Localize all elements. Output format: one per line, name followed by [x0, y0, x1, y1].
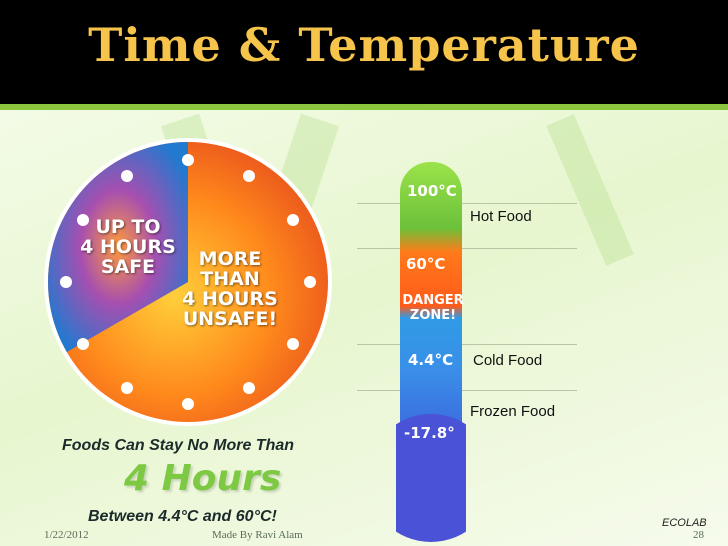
frozen-food-label: Frozen Food [470, 403, 556, 420]
title-bar [0, 0, 728, 106]
divider-line [357, 248, 577, 249]
slide-date: 1/22/2012 [44, 529, 89, 541]
danger-zone-line-1: DANGER [402, 293, 464, 308]
bottom-temp-mark: -17.8° [404, 424, 455, 442]
clock-hour-dots [60, 154, 316, 410]
hot-food-label: Hot Food [470, 208, 532, 225]
slide-title: Time & Temperature [88, 18, 640, 72]
message-line-1: Foods Can Stay No More Than [62, 437, 295, 454]
unsafe-label: MORE THAN 4 HOURS UNSAFE! [170, 248, 290, 330]
safe-label-line-1: UP TO [95, 216, 161, 238]
message-highlight: 4 Hours [124, 458, 282, 499]
danger-zone-line-2: ZONE! [409, 307, 457, 323]
page-number: 28 [693, 529, 704, 541]
unsafe-label-line-1: MORE [198, 248, 262, 270]
danger-upper-mark: 60°C [406, 255, 446, 273]
divider-line [357, 390, 577, 391]
slide-author: Made By Ravi Alam [212, 529, 303, 541]
message-line-2: Between 4.4°C and 60°C! [88, 508, 277, 525]
thermometer-bulb [396, 414, 466, 542]
danger-lower-mark: 4.4°C [408, 351, 454, 369]
danger-zone-label: DANGER ZONE! [401, 293, 465, 324]
safe-label-line-3: SAFE [100, 255, 156, 278]
unsafe-label-line-4: UNSAFE! [182, 307, 278, 330]
cold-food-label: Cold Food [473, 352, 543, 369]
safe-label-line-2: 4 HOURS [80, 235, 176, 258]
title-accent-line [0, 104, 728, 110]
thermometer-tube [400, 162, 462, 462]
clock-graphic [44, 138, 332, 426]
clock-safe-region [48, 142, 188, 352]
divider-line [357, 344, 577, 345]
unsafe-label-line-3: 4 HOURS [182, 287, 278, 310]
top-temp-mark: 100°C [407, 182, 457, 200]
unsafe-label-line-2: THAN [200, 267, 260, 290]
divider-line [357, 203, 577, 204]
thermometer [396, 162, 466, 542]
brand-logo-text: ECOLAB [662, 517, 707, 529]
safe-label: UP TO 4 HOURS SAFE [68, 216, 188, 278]
